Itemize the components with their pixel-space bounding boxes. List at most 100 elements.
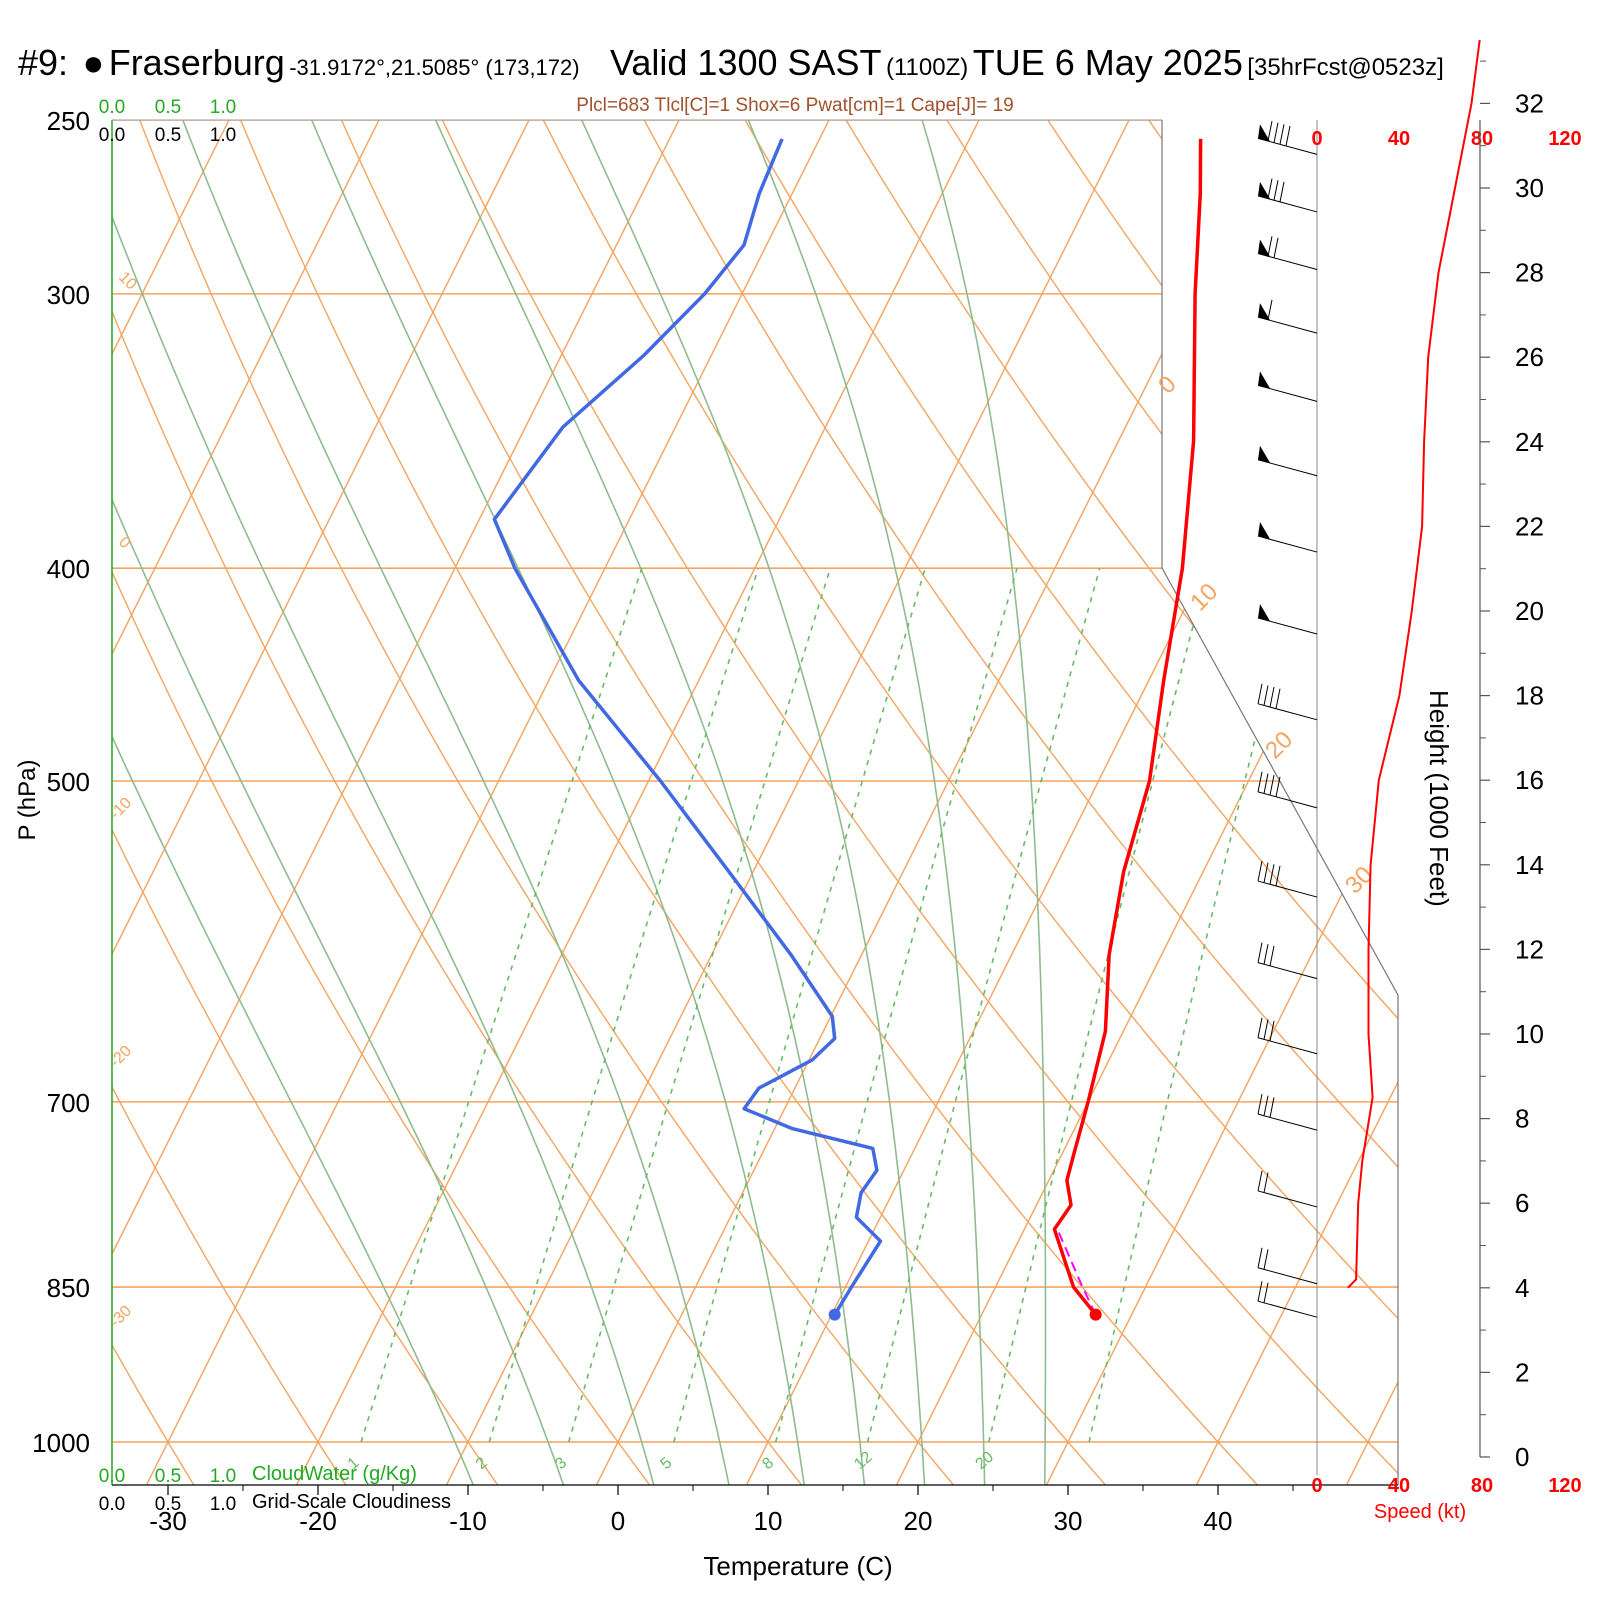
cloudwater-bottom-tick: 1.0 xyxy=(210,1466,236,1487)
wind-barb-flag xyxy=(1258,604,1270,622)
height-tick-label: 32 xyxy=(1515,88,1544,118)
isotherm-line xyxy=(744,120,1398,1485)
isotherm-label: 10 xyxy=(1185,578,1223,616)
wind-barb-tick xyxy=(1257,1247,1263,1268)
isotherm-line xyxy=(112,120,550,1485)
wind-barb-staff xyxy=(1257,1037,1318,1055)
mixing-ratio-label: 5 xyxy=(657,1454,675,1473)
pressure-tick-label: 400 xyxy=(47,554,90,584)
temp-tick-label: 40 xyxy=(1204,1506,1233,1536)
pressure-tick-label: 850 xyxy=(47,1273,90,1303)
dry-adiabat-line xyxy=(112,120,349,1485)
temp-axis-title: Temperature (C) xyxy=(703,1551,892,1581)
isotherm-line xyxy=(1495,81,1600,1488)
height-tick-label: 30 xyxy=(1515,173,1544,203)
background-grid xyxy=(112,81,1600,1488)
isotherm-line xyxy=(1344,120,1398,1485)
height-tick-label: 10 xyxy=(1515,1019,1544,1049)
station-coords: -31.9172°,21.5085° (173,172) xyxy=(289,55,580,80)
title-bar: #9: ● Fraserburg -31.9172°,21.5085° (173… xyxy=(18,42,1444,84)
dry-adiabat-line xyxy=(223,120,1110,1485)
dry-adiabat-line xyxy=(423,120,1398,1485)
dry-adiabat-line xyxy=(112,120,197,1485)
wind-barb-tick xyxy=(1285,125,1291,147)
temp-tick-label: 30 xyxy=(1054,1506,1083,1536)
temp-tick-label: -30 xyxy=(149,1506,187,1536)
wind-barb-tick xyxy=(1257,1093,1263,1115)
moist-adiabat-line xyxy=(417,120,866,1485)
cloudiness-top-tick: 1.0 xyxy=(210,125,236,146)
temp-tick-label: 0 xyxy=(611,1506,625,1536)
height-tick-label: 6 xyxy=(1515,1188,1529,1218)
cloudwater-top-tick: 0.0 xyxy=(99,97,125,118)
moist-adiabat-line xyxy=(731,120,986,1485)
wind-barb-staff xyxy=(1257,1300,1318,1318)
height-tick-label: 4 xyxy=(1515,1273,1529,1303)
wind-barb-staff xyxy=(1257,316,1318,334)
mixing-ratio-line xyxy=(866,567,1101,1443)
mixing-ratio-line xyxy=(673,567,926,1443)
dry-adiabat-line xyxy=(1321,120,1398,1485)
wind-barb-staff xyxy=(1257,253,1318,271)
height-tick-label: 22 xyxy=(1515,511,1544,541)
wind-barb-tick xyxy=(1263,944,1269,965)
wind-barb-flag xyxy=(1258,181,1270,199)
height-tick-label: 20 xyxy=(1515,596,1544,626)
wind-barb-flag xyxy=(1258,371,1270,389)
mixing-ratio-label: 3 xyxy=(552,1454,570,1473)
wind-barb-tick xyxy=(1279,181,1285,202)
dry-adiabat-line xyxy=(622,120,1398,1485)
wind-barb-flag xyxy=(1258,303,1270,321)
isotherm-line xyxy=(112,120,700,1485)
wind-barb-tick xyxy=(1275,865,1281,887)
wind-barb-tick xyxy=(1275,688,1281,709)
wind-barb-flag xyxy=(1258,445,1270,463)
pressure-axis-title: P (hPa) xyxy=(14,760,41,841)
temperature-surface-dot xyxy=(1089,1308,1102,1321)
isotherm-label: -20 xyxy=(107,1042,135,1070)
mixing-ratio-line xyxy=(488,567,760,1443)
height-tick-label: 14 xyxy=(1515,850,1544,880)
dry-adiabat-line xyxy=(822,120,1398,1485)
height-tick-label: 16 xyxy=(1515,765,1544,795)
station-number: #9: xyxy=(18,42,69,83)
dewpoint-line xyxy=(492,138,883,1316)
forecast-info: [35hrFcst@0523z] xyxy=(1247,54,1444,81)
wind-barb-tick xyxy=(1267,178,1273,199)
cloudiness-bottom-tick: 0.5 xyxy=(155,1494,181,1515)
wind-barb-tick xyxy=(1275,776,1281,797)
speed-top-tick: 80 xyxy=(1471,128,1493,150)
wind-barb-tick xyxy=(1257,771,1263,792)
utc-time: (1100Z) xyxy=(886,54,969,81)
wind-barb-tick xyxy=(1273,237,1279,258)
isotherm-label: 0 xyxy=(1153,371,1182,400)
wind-barb-tick xyxy=(1263,1249,1269,1270)
valid-date: TUE 6 May 2025 xyxy=(972,42,1243,83)
speed-top-tick: 40 xyxy=(1388,128,1410,150)
dry-adiabat-line xyxy=(112,120,805,1485)
cloudwater-top-tick: 0.5 xyxy=(155,97,181,118)
dry-adiabat-line xyxy=(112,120,653,1485)
right-frame-line xyxy=(1161,120,1399,1485)
valid-time: Valid 1300 SAST xyxy=(610,42,882,83)
mixing-ratio-line xyxy=(988,567,1210,1443)
mixing-ratio-line xyxy=(360,567,643,1443)
height-tick-label: 24 xyxy=(1515,427,1544,457)
stability-indices: Plcl=683 Tlcl[C]=1 Shox=6 Pwat[cm]=1 Cap… xyxy=(576,95,1013,116)
temp-tick-label: -10 xyxy=(449,1506,487,1536)
isotherm-line xyxy=(1194,120,1398,1485)
cloudiness-top-tick: 0.5 xyxy=(155,125,181,146)
pressure-tick-label: 1000 xyxy=(32,1428,90,1458)
wind-barb-tick xyxy=(1279,124,1285,145)
wind-barb-tick xyxy=(1269,1020,1275,1042)
wind-barb-staff xyxy=(1257,703,1318,721)
dry-adiabat-line xyxy=(722,120,1398,1485)
wind-barb-tick xyxy=(1257,1017,1263,1038)
station-dot-icon: ● xyxy=(72,42,105,83)
isotherm-line xyxy=(144,120,850,1485)
isotherm-label: -10 xyxy=(107,794,135,822)
wind-barb-tick xyxy=(1263,1095,1269,1116)
wind-barb-tick xyxy=(1263,1019,1269,1040)
wind-barb-flag xyxy=(1258,239,1270,257)
